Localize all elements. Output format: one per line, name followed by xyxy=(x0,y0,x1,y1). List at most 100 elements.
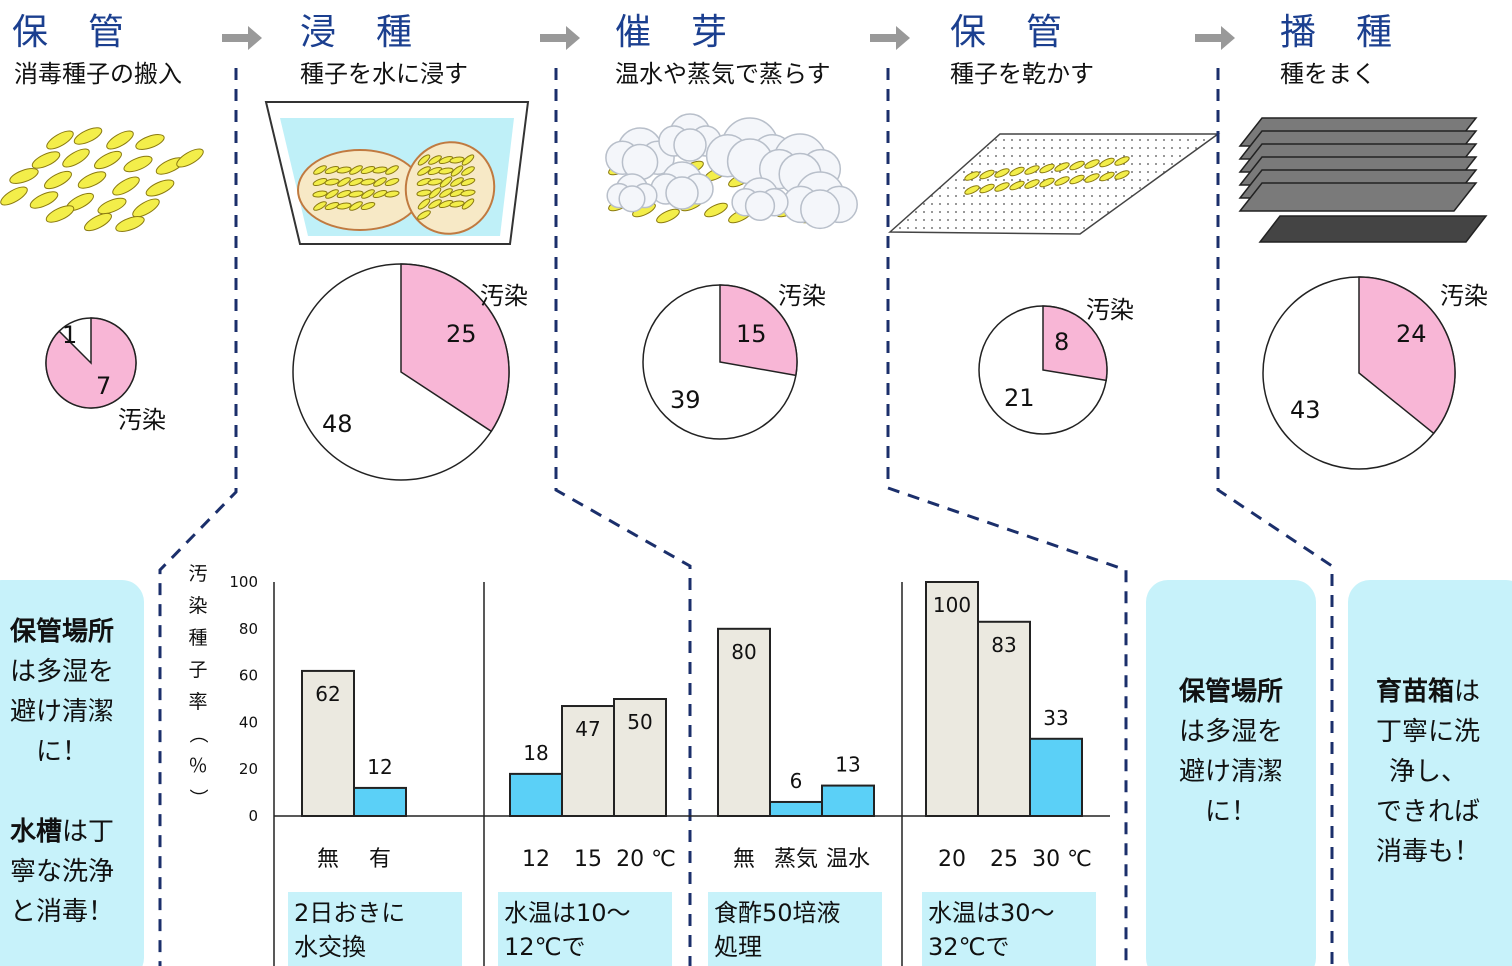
dashed-connectors xyxy=(158,68,1334,966)
tip-middle-line: に！ xyxy=(1205,797,1257,827)
seed-shape xyxy=(336,189,352,199)
group-note-line: 2日おきに xyxy=(294,899,405,927)
tip-left-text: 保管場所 は多湿を 避け清潔 に！ 水槽は丁 寧な洗浄 と消毒！ xyxy=(9,617,114,927)
y-axis-label-char: ％ xyxy=(188,755,207,777)
seed-shape xyxy=(994,168,1010,178)
seed-shape xyxy=(417,210,431,220)
seed-shape xyxy=(450,165,464,177)
pie-3-contaminated-value: 15 xyxy=(736,320,767,348)
seed-shape xyxy=(964,185,980,195)
bar-value-label: 18 xyxy=(523,741,548,765)
stage-titles: 保 管 消毒種子の搬入 浸 種 種子を水に浸す 催 芽 温水や蒸気で蒸らす 保 … xyxy=(12,12,1392,88)
bar xyxy=(769,800,823,818)
bar-value-label: 47 xyxy=(575,717,600,741)
bar-value-label: 62 xyxy=(315,682,340,706)
seed-shape xyxy=(123,155,153,173)
y-tick-label: 100 xyxy=(229,573,258,591)
seed-shape xyxy=(1114,170,1130,180)
seed-shape xyxy=(106,130,134,150)
y-tick-label: 40 xyxy=(239,713,258,731)
seed-shape xyxy=(45,205,75,223)
tip-middle-line: は多湿を xyxy=(1179,717,1283,747)
tip-left-after-2: は丁 xyxy=(62,817,114,847)
seed-shape xyxy=(312,190,328,198)
tip-left-line: は多湿を xyxy=(10,657,114,687)
tip-box-left xyxy=(0,580,144,966)
pie-2-contaminated-slice xyxy=(400,263,510,433)
seed-shape xyxy=(9,168,39,184)
seed-shape xyxy=(312,177,328,187)
steam-cloud-icon xyxy=(658,113,722,162)
tip-left-line-2: 水槽は丁 xyxy=(10,817,114,847)
tip-middle-line: 避け清潔 xyxy=(1179,757,1283,787)
x-category-label: 無 xyxy=(317,847,339,872)
seed-shape xyxy=(384,177,400,187)
x-category-label: 20 ℃ xyxy=(616,847,676,872)
pie-3-label: 汚染 xyxy=(778,282,826,310)
pie-3-contaminated-slice xyxy=(719,284,798,377)
seed-shape xyxy=(428,199,442,209)
seed-shape xyxy=(73,127,103,145)
bar-value-label: 6 xyxy=(790,769,803,793)
stage-3-title: 催 芽 xyxy=(615,12,729,53)
x-category-label: 蒸気 xyxy=(774,847,818,872)
seed-shape xyxy=(439,176,453,188)
tip-left-bold-1: 保管場所 xyxy=(9,617,114,647)
pie-1-label: 汚染 xyxy=(118,406,166,434)
y-tick-label: 60 xyxy=(239,667,258,685)
y-axis-label-char: 染 xyxy=(188,595,207,617)
seed-shape xyxy=(324,201,340,211)
seed-shape xyxy=(372,189,388,199)
steam-cloud-icon xyxy=(782,171,858,230)
bar-value-label: 100 xyxy=(933,593,971,617)
seed-shape xyxy=(1084,173,1100,183)
seed-shape xyxy=(428,187,442,199)
pie-4-contaminated-value: 8 xyxy=(1054,328,1069,356)
bar xyxy=(977,620,1031,818)
group-note-line: 食酢50培液 xyxy=(714,899,841,927)
seed-shape xyxy=(704,202,728,218)
seed-shape xyxy=(1099,171,1115,182)
tip-box-right xyxy=(1348,580,1512,966)
bar xyxy=(509,772,563,818)
tip-right-line-1: 育苗箱は xyxy=(1376,676,1480,707)
bar xyxy=(821,784,875,818)
stage-1-subtitle: 消毒種子の搬入 xyxy=(14,60,182,88)
seed-shape xyxy=(385,165,399,175)
seed-shape xyxy=(427,178,443,186)
seed-shape xyxy=(979,183,995,194)
arrow-right-icon xyxy=(1195,26,1235,50)
tip-left-line: 寧な洗浄 xyxy=(10,857,114,887)
bar-value-label: 80 xyxy=(731,640,756,664)
stage-2-subtitle: 種子を水に浸す xyxy=(300,60,468,88)
seed-shape xyxy=(449,200,465,208)
seed-shape xyxy=(29,191,59,209)
seed-shape xyxy=(112,176,140,196)
y-tick-label: 0 xyxy=(248,807,258,825)
bar-value-label: 33 xyxy=(1043,706,1068,730)
seed-shape xyxy=(656,208,680,224)
group-note-line: 処理 xyxy=(714,933,762,961)
seed-shape xyxy=(428,155,442,165)
tip-left-line: と消毒！ xyxy=(10,897,114,927)
arrow-right-icon xyxy=(870,26,910,50)
pie-5-contaminated-slice xyxy=(1358,276,1456,435)
seed-shape xyxy=(360,178,376,186)
nursery-box-shape xyxy=(1258,215,1488,243)
seed-shape xyxy=(348,177,364,187)
seed-shape xyxy=(384,190,400,198)
seed-shape xyxy=(1009,180,1025,191)
seed-shape xyxy=(360,201,376,211)
x-category-label: 温水 xyxy=(826,847,870,872)
arrow-right-icon xyxy=(222,26,262,50)
seed-shape xyxy=(1024,179,1040,189)
nursery-box-shape xyxy=(1238,182,1478,212)
seed-shape xyxy=(438,155,454,165)
seed-shape xyxy=(176,148,204,168)
x-category-label: 有 xyxy=(369,847,391,872)
seed-shape xyxy=(450,177,464,187)
tip-box-middle xyxy=(1146,580,1316,966)
seed-shape xyxy=(460,177,476,187)
steam-cloud-icon xyxy=(606,173,658,213)
y-axis-label-char: 汚 xyxy=(188,563,207,585)
